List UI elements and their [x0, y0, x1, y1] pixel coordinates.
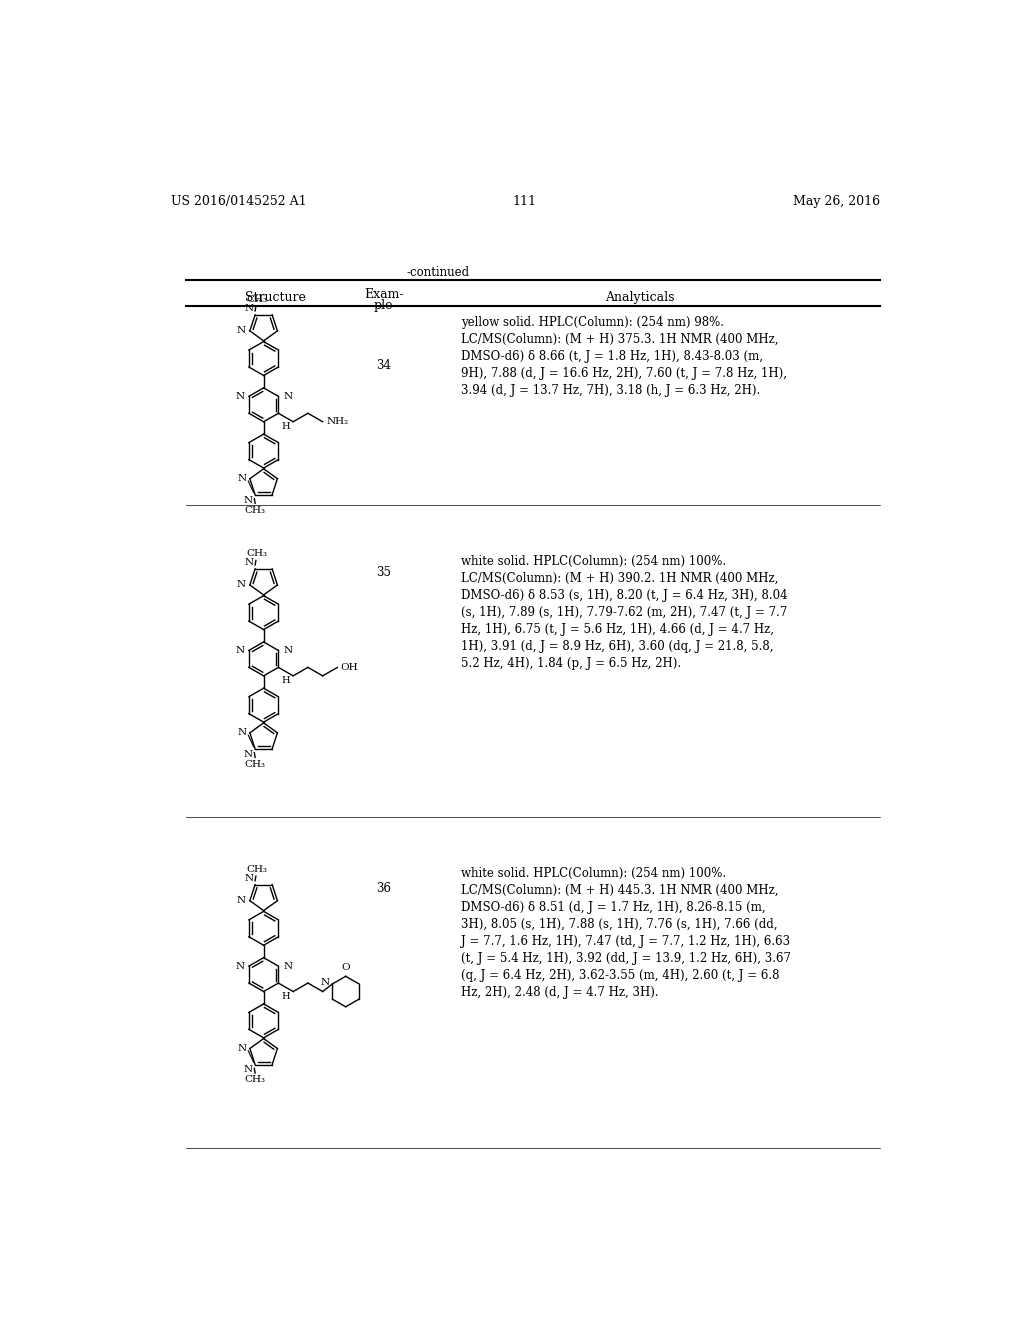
Text: O: O	[341, 962, 350, 972]
Text: CH₃: CH₃	[246, 865, 267, 874]
Text: N: N	[245, 304, 254, 313]
Text: CH₃: CH₃	[245, 760, 265, 768]
Text: 35: 35	[376, 566, 391, 579]
Text: May 26, 2016: May 26, 2016	[793, 195, 880, 209]
Text: white solid. HPLC(Column): (254 nm) 100%.
LC/MS(Column): (M + H) 445.3. 1H NMR (: white solid. HPLC(Column): (254 nm) 100%…	[461, 867, 792, 999]
Text: H: H	[282, 676, 290, 685]
Text: US 2016/0145252 A1: US 2016/0145252 A1	[171, 195, 306, 209]
Text: N: N	[237, 581, 246, 590]
Text: -continued: -continued	[407, 267, 470, 280]
Text: N: N	[238, 729, 247, 738]
Text: N: N	[237, 326, 246, 335]
Text: white solid. HPLC(Column): (254 nm) 100%.
LC/MS(Column): (M + H) 390.2. 1H NMR (: white solid. HPLC(Column): (254 nm) 100%…	[461, 554, 787, 671]
Text: CH₃: CH₃	[245, 1076, 265, 1085]
Text: N: N	[238, 1044, 247, 1053]
Text: N: N	[245, 558, 254, 568]
Text: N: N	[237, 896, 246, 906]
Text: N: N	[283, 392, 292, 401]
Text: yellow solid. HPLC(Column): (254 nm) 98%.
LC/MS(Column): (M + H) 375.3. 1H NMR (: yellow solid. HPLC(Column): (254 nm) 98%…	[461, 317, 787, 397]
Text: 111: 111	[513, 195, 537, 209]
Text: NH₂: NH₂	[327, 417, 349, 426]
Text: N: N	[245, 874, 254, 883]
Text: Analyticals: Analyticals	[605, 290, 674, 304]
Text: CH₃: CH₃	[246, 549, 267, 558]
Text: N: N	[244, 750, 253, 759]
Text: N: N	[236, 645, 244, 655]
Text: 36: 36	[376, 882, 391, 895]
Text: N: N	[244, 1065, 253, 1074]
Text: N: N	[283, 645, 292, 655]
Text: CH₃: CH₃	[245, 506, 265, 515]
Text: H: H	[282, 991, 290, 1001]
Text: N: N	[236, 392, 244, 401]
Text: 34: 34	[376, 359, 391, 372]
Text: H: H	[282, 422, 290, 432]
Text: N: N	[321, 978, 330, 987]
Text: ple: ple	[374, 298, 393, 312]
Text: Exam-: Exam-	[364, 288, 403, 301]
Text: N: N	[238, 474, 247, 483]
Text: Structure: Structure	[245, 290, 306, 304]
Text: CH₃: CH₃	[246, 294, 267, 304]
Text: N: N	[283, 962, 292, 970]
Text: OH: OH	[341, 663, 358, 672]
Text: N: N	[244, 495, 253, 504]
Text: N: N	[236, 962, 244, 970]
